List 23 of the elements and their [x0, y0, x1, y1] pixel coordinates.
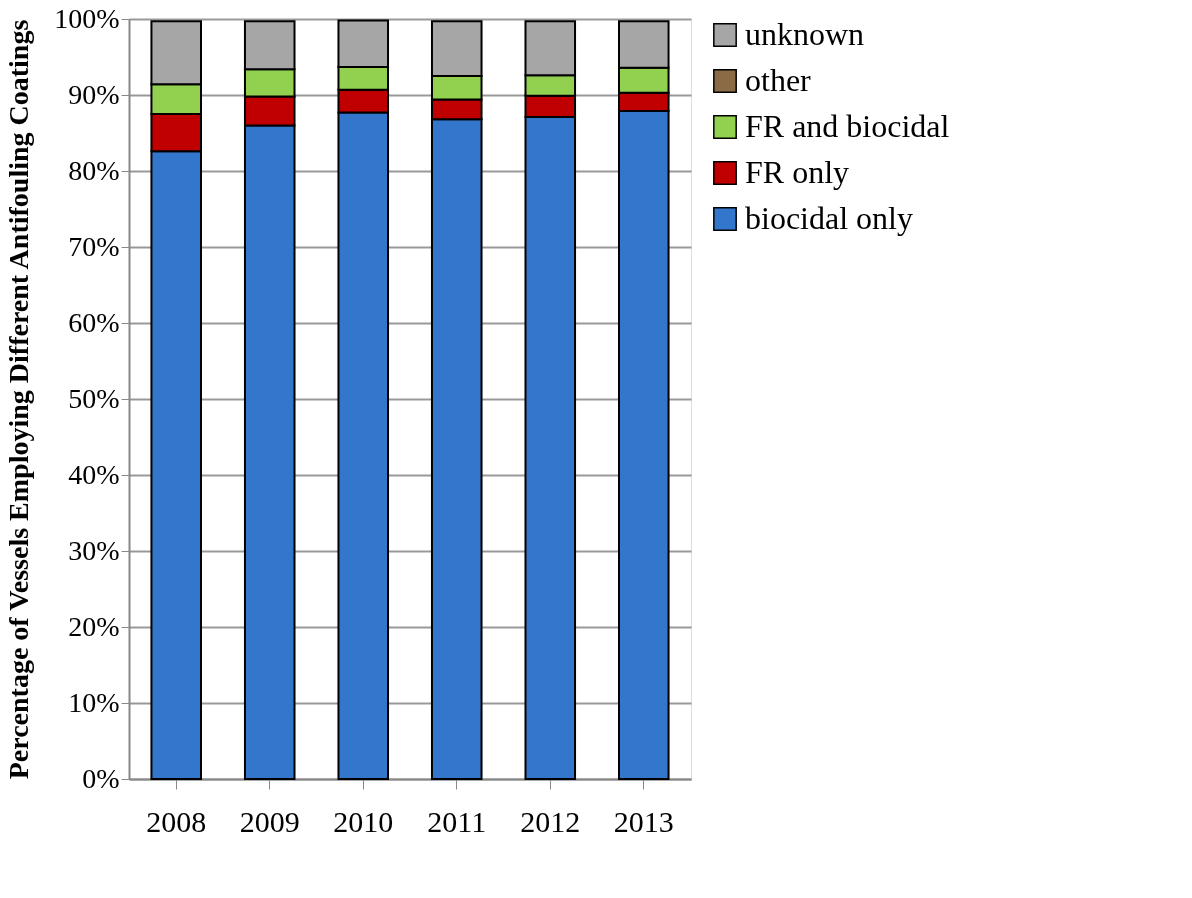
legend-label: FR only	[745, 154, 850, 190]
legend-label: biocidal only	[745, 200, 913, 236]
y-tick-label: 20%	[68, 610, 120, 642]
y-tick-label: 70%	[68, 230, 120, 262]
legend-label: unknown	[745, 16, 865, 52]
y-tick-label: 100%	[54, 2, 120, 34]
x-tick-label: 2009	[239, 804, 300, 838]
y-tick-label: 0%	[82, 762, 120, 794]
legend-label: FR and biocidal	[745, 108, 950, 144]
y-tick-label: 60%	[68, 306, 120, 338]
x-tick-label: 2008	[146, 804, 207, 838]
y-axis-title: Percentage of Vessels Employing Different Antifouling Coatings	[3, 19, 35, 780]
x-tick-label: 2010	[333, 804, 394, 838]
x-tick-label: 2012	[520, 804, 581, 838]
y-tick-label: 40%	[68, 458, 120, 490]
legend-label: other	[745, 62, 812, 98]
y-tick-label: 80%	[68, 154, 120, 186]
x-tick-label: 2011	[427, 804, 487, 838]
y-tick-label: 50%	[68, 382, 120, 414]
y-tick-label: 90%	[68, 78, 120, 110]
y-tick-label: 30%	[68, 534, 120, 566]
x-tick-label: 2013	[613, 804, 674, 838]
y-tick-label: 10%	[68, 686, 120, 718]
